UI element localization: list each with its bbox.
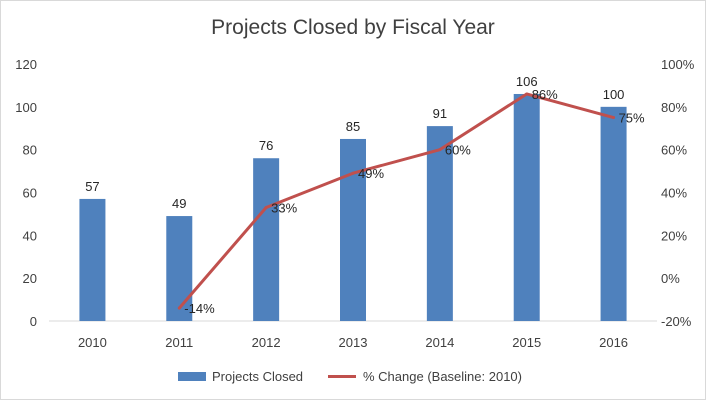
bar <box>166 216 193 321</box>
legend-bar-swatch <box>178 372 206 381</box>
line-path <box>178 92 614 310</box>
line-point <box>438 148 442 152</box>
bar <box>426 126 453 321</box>
y-left-tick-label: 60 <box>23 186 37 201</box>
line-data-label: 60% <box>445 143 471 158</box>
bar-data-label: 57 <box>85 179 99 194</box>
line-data-label: 49% <box>358 166 384 181</box>
bar-data-label: 76 <box>259 138 273 153</box>
y-right-tick-label: -20% <box>661 314 692 329</box>
y-left-tick-label: 20 <box>23 271 37 286</box>
y-right-tick-label: 100% <box>661 57 695 72</box>
x-tick-label: 2011 <box>165 335 193 350</box>
x-tick-label: 2016 <box>599 335 628 350</box>
bar-data-label: 85 <box>346 119 360 134</box>
line-point <box>351 171 355 175</box>
line-data-label: -14% <box>184 301 215 316</box>
bar <box>600 106 627 321</box>
y-left-tick-label: 40 <box>23 228 37 243</box>
y-right-tick-label: 40% <box>661 186 687 201</box>
bar-series <box>79 93 627 321</box>
line-point <box>525 92 529 96</box>
x-tick-label: 2014 <box>425 335 454 350</box>
line-point <box>177 306 181 310</box>
x-tick-label: 2015 <box>512 335 541 350</box>
legend: Projects Closed % Change (Baseline: 2010) <box>178 369 522 384</box>
legend-line-label: % Change (Baseline: 2010) <box>363 369 522 384</box>
data-labels: 57 49 76 85 91 106 100 -14% 33% 49% 60% 86% 75% <box>85 74 645 316</box>
y-left-tick-label: 120 <box>15 57 37 72</box>
bar-data-label: 100 <box>603 87 625 102</box>
bar <box>340 138 366 321</box>
y-right-tick-label: 20% <box>661 228 687 243</box>
x-tick-label: 2012 <box>252 335 281 350</box>
bar-data-label: 106 <box>516 74 538 89</box>
x-tick-label: 2010 <box>78 335 107 350</box>
y-right-tick-label: 80% <box>661 100 687 115</box>
y-left-tick-label: 0 <box>30 314 37 329</box>
x-tick-label: 2013 <box>339 335 368 350</box>
line-data-label: 86% <box>532 87 558 102</box>
chart-title: Projects Closed by Fiscal Year <box>211 16 495 39</box>
bar <box>253 158 280 321</box>
y-right-tick-label: 60% <box>661 143 687 158</box>
line-series <box>177 92 616 310</box>
bar <box>79 198 106 321</box>
legend-bar-label: Projects Closed <box>212 369 303 384</box>
line-point <box>264 205 268 209</box>
line-data-label: 75% <box>619 111 645 126</box>
bar-data-label: 49 <box>172 196 186 211</box>
y-left-tick-label: 80 <box>23 143 37 158</box>
y-left-tick-label: 100 <box>15 100 37 115</box>
line-point <box>612 116 616 120</box>
bar-data-label: 91 <box>433 106 447 121</box>
axes: 0 20 40 60 80 100 120 -20% 0% 20% 40% 60% 80% 100% 201… <box>15 57 694 350</box>
line-data-label: 33% <box>271 200 297 215</box>
bar <box>513 93 540 321</box>
y-right-tick-label: 0% <box>661 271 680 286</box>
